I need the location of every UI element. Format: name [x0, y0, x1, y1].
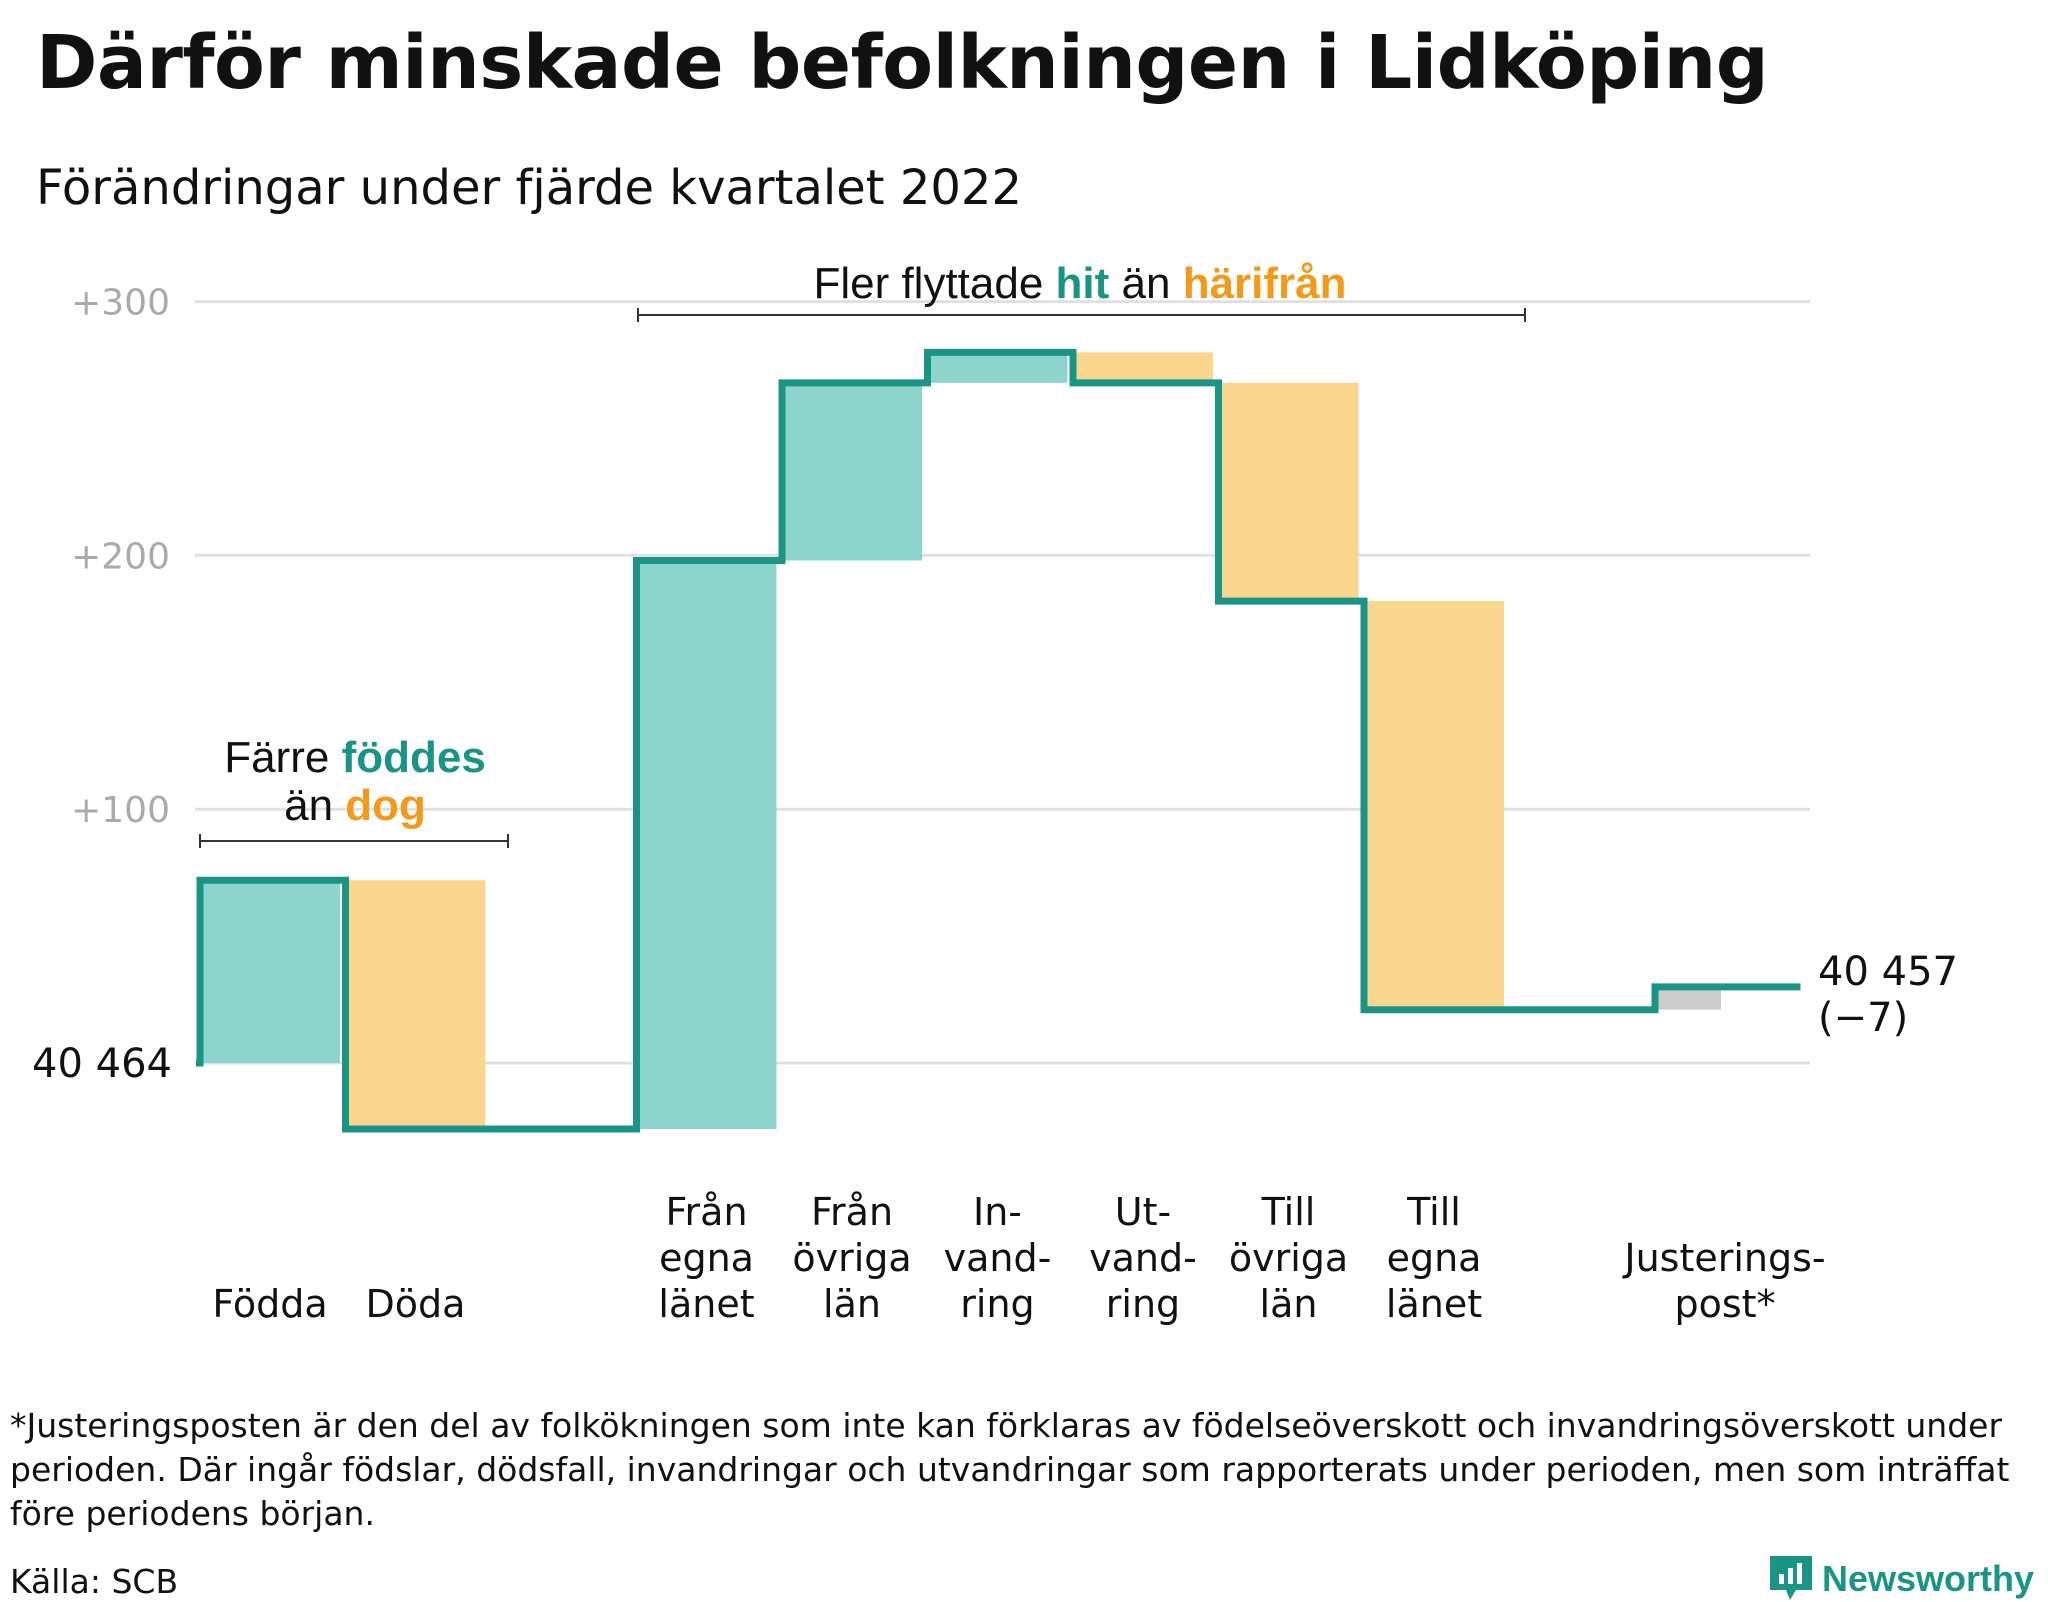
bar: [927, 352, 1068, 383]
birth-ann-text1: Färre: [224, 733, 341, 782]
running-total-line: [196, 348, 1801, 1133]
bar: [782, 382, 922, 561]
migration-annotation: Fler flyttade hit än härifrån: [813, 259, 1346, 308]
chart-title: Därför minskade befolkningen i Lidköping: [36, 20, 1769, 106]
category-label: Från övriga län: [792, 1190, 911, 1326]
category-label: Födda: [212, 1282, 327, 1326]
bar: [636, 560, 777, 1129]
end-change-label: (−7): [1818, 995, 1908, 1041]
migration-ann-text2: än: [1109, 259, 1182, 308]
birth-ann-highlight2: dog: [345, 781, 426, 830]
migration-ann-text1: Fler flyttade: [813, 259, 1055, 308]
birth-ann-highlight1: föddes: [342, 733, 486, 782]
y-tick-label: +300: [71, 283, 170, 324]
birth-ann-text2: än: [284, 781, 345, 830]
birth-annotation-line1: Färre föddes: [224, 733, 486, 782]
category-label: In-vand-ring: [944, 1190, 1052, 1326]
bar: [345, 880, 486, 1129]
birth-bracket: [199, 834, 509, 848]
footnote: *Justeringsposten är den del av folkökni…: [10, 1406, 2010, 1533]
bar: [1364, 601, 1504, 1010]
category-label: Döda: [366, 1282, 466, 1326]
migration-ann-highlight1: hit: [1056, 259, 1110, 308]
category-labels: Födda Döda Från egna länet Från övriga län In-va…: [212, 1190, 1825, 1326]
category-label: Ut-vand-ring: [1089, 1190, 1197, 1326]
migration-ann-highlight2: härifrån: [1183, 259, 1347, 308]
bars: [200, 352, 1721, 1129]
source-label: Källa: SCB: [10, 1562, 179, 1601]
birth-annotation-line2: än dog: [284, 781, 426, 830]
newsworthy-logo-icon: [1770, 1556, 1812, 1600]
bar: [1073, 352, 1213, 383]
bar: [200, 880, 340, 1063]
chart-subtitle: Förändringar under fjärde kvartalet 2022: [36, 160, 1022, 216]
brand-name: Newsworthy: [1822, 1558, 2035, 1599]
bar: [1218, 382, 1359, 602]
category-label: Från egna länet: [658, 1190, 754, 1326]
end-value-label: 40 457: [1818, 949, 1958, 995]
waterfall-chart: +100 +200 +300 Födda Döda Från egna länet Från ö…: [32, 259, 1958, 1326]
category-label: Till egna länet: [1386, 1190, 1482, 1326]
y-tick-label: +100: [71, 790, 170, 831]
category-label: Till övriga län: [1229, 1190, 1348, 1326]
brand-logo: Newsworthy: [1770, 1556, 2034, 1602]
y-axis-ticks: +100 +200 +300: [71, 283, 170, 832]
bar: [1655, 986, 1721, 1010]
y-tick-label: +200: [71, 536, 170, 577]
start-value-label: 40 464: [32, 1041, 172, 1087]
migration-bracket: [637, 308, 1526, 322]
category-label: Justerings-post*: [1622, 1236, 1825, 1326]
